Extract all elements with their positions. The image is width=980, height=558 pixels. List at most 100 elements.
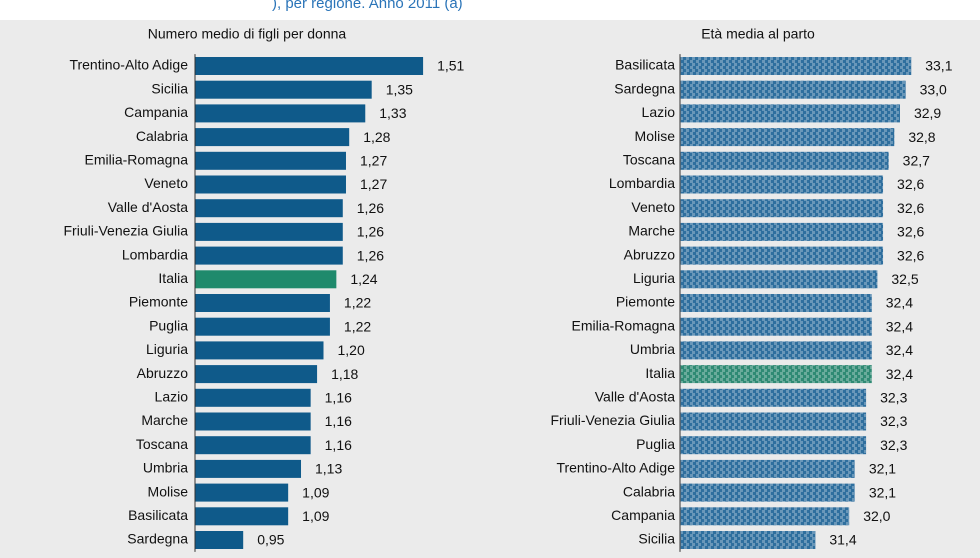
value-label: 1,20	[338, 342, 365, 358]
bar	[680, 412, 867, 431]
category-label: Liguria	[633, 270, 675, 286]
category-label: Sicilia	[638, 531, 675, 547]
category-label: Valle d'Aosta	[595, 389, 675, 405]
category-label: Lazio	[155, 389, 189, 405]
category-label: Lombardia	[609, 175, 675, 191]
category-label: Sicilia	[151, 80, 188, 96]
category-label: Molise	[635, 128, 676, 144]
chart-title: Età media al parto	[701, 26, 815, 42]
value-label: 32,4	[886, 366, 913, 382]
bar	[195, 317, 330, 336]
category-label: Friuli-Venezia Giulia	[64, 223, 189, 239]
bar	[195, 436, 311, 455]
bar	[195, 507, 289, 526]
bar	[195, 294, 330, 312]
category-label: Valle d'Aosta	[108, 199, 188, 215]
category-label: Piemonte	[616, 294, 675, 310]
bar	[680, 270, 878, 289]
category-label: Liguria	[146, 341, 188, 357]
bar	[680, 222, 884, 241]
value-label: 32,6	[897, 200, 924, 216]
bar	[195, 151, 346, 170]
value-label: 1,09	[302, 508, 329, 524]
bar	[195, 365, 318, 384]
value-label: 1,18	[331, 366, 358, 382]
category-label: Piemonte	[129, 294, 188, 310]
bar	[195, 104, 366, 123]
category-label: Italia	[158, 270, 188, 286]
bar	[680, 294, 872, 312]
bar	[680, 531, 816, 549]
bar	[680, 365, 872, 384]
bar	[195, 531, 244, 549]
bar	[680, 459, 855, 478]
bar	[195, 222, 343, 241]
category-label: Sardegna	[614, 80, 675, 96]
category-label: Marche	[628, 223, 675, 239]
bar	[680, 388, 867, 407]
value-label: 1,26	[357, 200, 384, 216]
category-label: Lazio	[642, 104, 676, 120]
bar	[680, 317, 872, 336]
bar	[195, 483, 289, 502]
chart-title: Numero medio di figli per donna	[148, 26, 347, 42]
category-label: Campania	[611, 507, 675, 523]
value-label: 1,22	[344, 295, 371, 311]
bar	[195, 412, 311, 431]
value-label: 32,0	[863, 508, 890, 524]
bar	[680, 341, 872, 360]
value-label: 32,4	[886, 342, 913, 358]
category-label: Puglia	[636, 436, 675, 452]
value-label: 33,0	[920, 81, 947, 97]
category-label: Veneto	[144, 175, 188, 191]
value-label: 32,1	[869, 484, 896, 500]
category-label: Umbria	[143, 460, 188, 476]
bar	[680, 175, 884, 194]
category-label: Abruzzo	[624, 246, 676, 262]
category-label: Campania	[124, 104, 188, 120]
value-label: 32,6	[897, 176, 924, 192]
value-label: 32,4	[886, 295, 913, 311]
page-title: ), per regione. Anno 2011 (a)	[272, 0, 463, 12]
value-label: 31,4	[829, 532, 856, 548]
bar	[680, 151, 889, 170]
bar	[195, 199, 343, 218]
category-label: Veneto	[631, 199, 675, 215]
bar	[195, 341, 324, 360]
category-label: Umbria	[630, 341, 675, 357]
bar	[680, 483, 855, 502]
value-label: 1,51	[437, 58, 464, 74]
bar	[680, 57, 912, 75]
value-label: 32,7	[903, 153, 930, 169]
category-label: Friuli-Venezia Giulia	[551, 412, 676, 428]
value-label: 32,3	[880, 390, 907, 406]
category-label: Molise	[148, 483, 189, 499]
value-label: 1,35	[386, 81, 413, 97]
category-label: Basilicata	[128, 507, 188, 523]
value-label: 1,26	[357, 224, 384, 240]
category-label: Calabria	[623, 483, 675, 499]
value-label: 1,13	[315, 461, 342, 477]
category-label: Toscana	[136, 436, 188, 452]
value-label: 1,16	[325, 390, 352, 406]
category-label: Calabria	[136, 128, 188, 144]
value-label: 1,33	[379, 105, 406, 121]
value-label: 32,6	[897, 247, 924, 263]
bar	[195, 128, 350, 147]
category-label: Puglia	[149, 317, 188, 333]
value-label: 32,4	[886, 318, 913, 334]
category-label: Lombardia	[122, 246, 188, 262]
bar	[195, 57, 424, 75]
bar	[680, 436, 867, 455]
category-label: Trentino-Alto Adige	[69, 57, 188, 73]
value-label: 32,3	[880, 437, 907, 453]
category-label: Toscana	[623, 152, 675, 168]
value-label: 32,8	[908, 129, 935, 145]
value-label: 1,16	[325, 437, 352, 453]
category-label: Trentino-Alto Adige	[556, 460, 675, 476]
value-label: 1,27	[360, 153, 387, 169]
value-label: 1,28	[363, 129, 390, 145]
bar	[680, 246, 884, 265]
